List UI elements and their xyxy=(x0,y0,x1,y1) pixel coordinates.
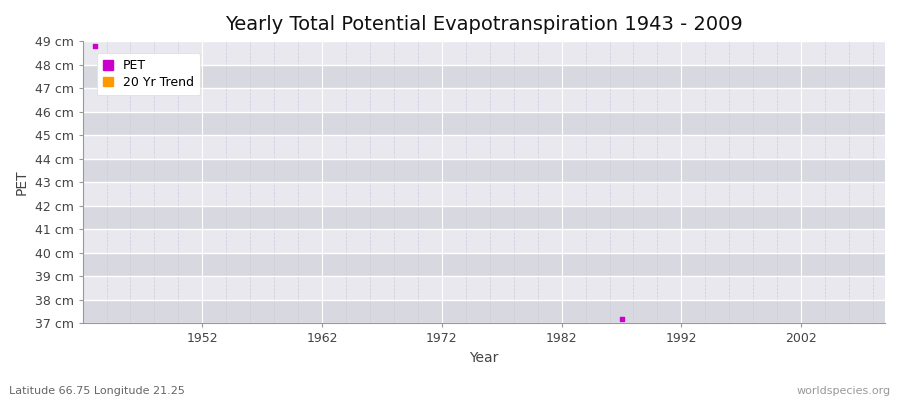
Bar xyxy=(83,112,885,135)
Bar xyxy=(83,41,885,65)
PET xyxy=(615,316,629,322)
Text: Latitude 66.75 Longitude 21.25: Latitude 66.75 Longitude 21.25 xyxy=(9,386,184,396)
Text: worldspecies.org: worldspecies.org xyxy=(796,386,891,396)
Y-axis label: PET: PET xyxy=(15,170,29,195)
Legend: PET, 20 Yr Trend: PET, 20 Yr Trend xyxy=(97,53,201,95)
Title: Yearly Total Potential Evapotranspiration 1943 - 2009: Yearly Total Potential Evapotranspiratio… xyxy=(225,15,742,34)
Bar xyxy=(83,135,885,159)
Bar xyxy=(83,300,885,324)
Bar xyxy=(83,182,885,206)
Bar xyxy=(83,276,885,300)
Bar xyxy=(83,229,885,253)
Bar xyxy=(83,206,885,229)
Bar xyxy=(83,65,885,88)
Bar xyxy=(83,159,885,182)
PET xyxy=(87,43,102,49)
Bar xyxy=(83,88,885,112)
X-axis label: Year: Year xyxy=(469,351,499,365)
Bar xyxy=(83,253,885,276)
